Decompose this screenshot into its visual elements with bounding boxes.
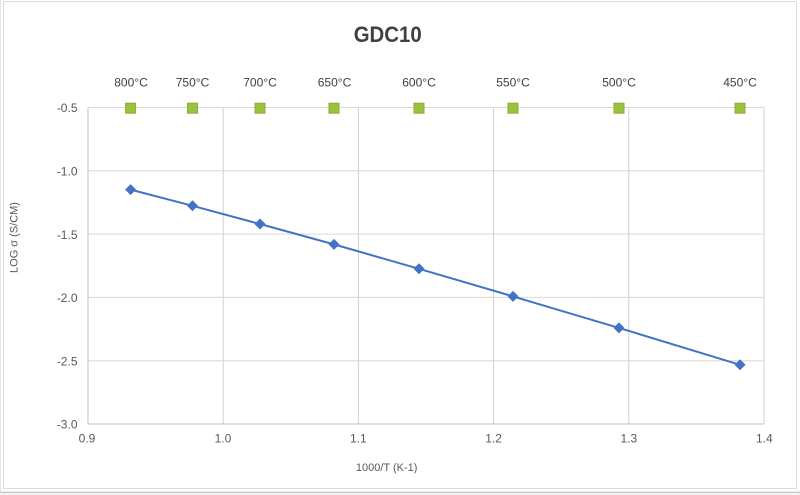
svg-text:-1.5: -1.5 [57, 228, 78, 242]
svg-text:750°C: 750°C [176, 76, 210, 90]
svg-text:1.0: 1.0 [215, 432, 232, 446]
svg-text:-3.0: -3.0 [57, 418, 78, 432]
svg-text:1000/T (K-1): 1000/T (K-1) [356, 462, 418, 474]
svg-text:-2.0: -2.0 [57, 291, 78, 305]
svg-text:-2.5: -2.5 [57, 354, 78, 368]
svg-text:-1.0: -1.0 [57, 165, 78, 179]
svg-text:1.1: 1.1 [350, 432, 367, 446]
svg-text:450°C: 450°C [723, 76, 757, 90]
svg-text:GDC10: GDC10 [354, 22, 422, 47]
svg-text:650°C: 650°C [318, 76, 352, 90]
svg-text:1.3: 1.3 [620, 432, 637, 446]
svg-text:800°C: 800°C [114, 76, 148, 90]
svg-text:500°C: 500°C [602, 76, 636, 90]
svg-text:-0.5: -0.5 [57, 101, 78, 115]
svg-text:0.9: 0.9 [79, 432, 96, 446]
svg-text:1.4: 1.4 [756, 432, 773, 446]
svg-text:1.2: 1.2 [485, 432, 502, 446]
svg-text:LOG σ (S/CM): LOG σ (S/CM) [9, 202, 21, 273]
svg-text:700°C: 700°C [243, 76, 277, 90]
svg-text:550°C: 550°C [496, 76, 530, 90]
svg-text:600°C: 600°C [402, 76, 436, 90]
